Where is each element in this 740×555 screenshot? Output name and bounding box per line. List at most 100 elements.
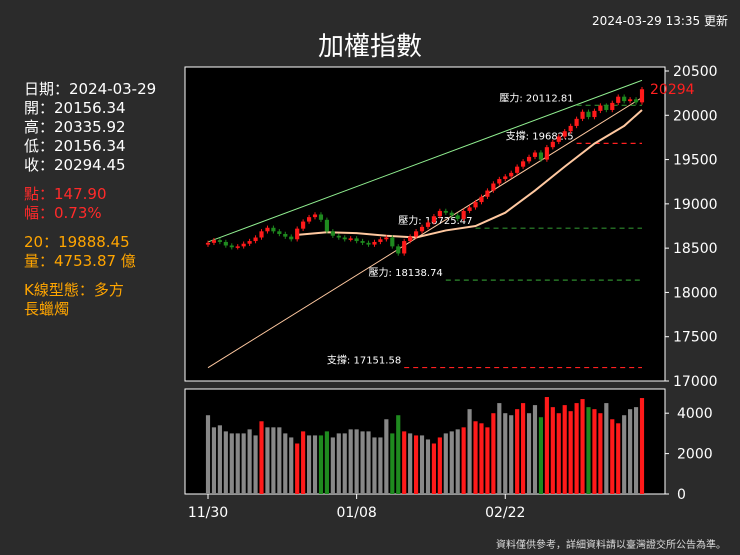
info-change-pct: 幅：0.73% xyxy=(24,204,102,222)
price-tick-label: 19000 xyxy=(673,197,718,213)
volume-bar xyxy=(289,437,294,494)
volume-bar xyxy=(521,403,526,494)
resistance-label: 壓力: 18138.74 xyxy=(369,266,443,279)
volume-bar xyxy=(223,431,228,494)
volume-bar xyxy=(491,413,496,494)
volume-bar xyxy=(330,437,335,494)
volume-bar xyxy=(515,409,520,494)
candle-body xyxy=(211,240,217,243)
update-timestamp: 2024-03-29 13:35 更新 xyxy=(592,14,728,28)
candle-body xyxy=(360,241,365,243)
info-change-points: 點：147.90 xyxy=(24,185,107,203)
volume-bar xyxy=(265,427,270,494)
candle-body xyxy=(562,131,567,137)
candle-body xyxy=(336,235,341,238)
candle-body xyxy=(217,240,222,242)
last-price-label: 20294 xyxy=(650,82,695,98)
info-ma20: 20：19888.45 xyxy=(24,233,130,251)
price-tick-label: 18000 xyxy=(673,285,718,301)
info-volume: 量：4753.87 億 xyxy=(24,252,136,270)
candle-body xyxy=(461,210,466,219)
candle-body xyxy=(521,161,526,167)
price-tick-label: 20000 xyxy=(673,108,718,124)
candle-body xyxy=(639,89,645,103)
volume-bar xyxy=(473,421,478,494)
candle-body xyxy=(550,141,555,148)
candle-body xyxy=(580,111,585,119)
candle-body xyxy=(271,227,276,232)
info-pattern: 長蠟燭 xyxy=(24,300,70,318)
candle-body xyxy=(306,217,312,222)
candle-body xyxy=(610,102,615,110)
volume-bar xyxy=(253,435,258,494)
volume-tick-label: 4000 xyxy=(677,406,713,422)
candle-body xyxy=(574,118,579,126)
price-tick-label: 17000 xyxy=(673,374,718,390)
candle-body xyxy=(354,238,359,242)
candle-body xyxy=(247,241,252,244)
volume-bar xyxy=(622,415,627,494)
candle-body xyxy=(283,233,288,237)
info-open: 開：20156.34 xyxy=(24,99,126,117)
candle-body xyxy=(425,222,431,227)
x-tick-label: 01/08 xyxy=(336,505,376,521)
candle-body xyxy=(265,227,270,232)
candle-body xyxy=(467,207,472,211)
volume-bar xyxy=(449,431,454,494)
volume-bar xyxy=(360,431,365,494)
candle-body xyxy=(229,245,234,248)
candle-body xyxy=(366,242,371,245)
candle-body xyxy=(289,236,294,240)
candle-body xyxy=(414,231,419,237)
chart-title: 加權指數 xyxy=(317,32,422,62)
volume-bar xyxy=(419,435,425,494)
volume-bar xyxy=(485,427,490,494)
upper-trendline xyxy=(207,79,643,243)
volume-bar xyxy=(568,411,573,494)
volume-bar xyxy=(526,413,532,494)
candle-body xyxy=(205,242,211,245)
volume-bar xyxy=(503,413,508,494)
candle-body xyxy=(253,237,258,242)
volume-bar xyxy=(306,435,312,494)
volume-bar xyxy=(277,427,282,494)
volume-bar xyxy=(318,435,324,494)
volume-bar xyxy=(467,409,472,494)
volume-bar xyxy=(414,435,419,494)
volume-bar xyxy=(235,433,240,494)
volume-bar xyxy=(562,405,567,494)
candle-body xyxy=(479,196,484,203)
info-high: 高：20335.92 xyxy=(24,118,126,136)
candle-body xyxy=(443,210,448,213)
volume-bar xyxy=(390,433,395,494)
volume-bar xyxy=(616,423,621,494)
volume-bar xyxy=(408,433,413,494)
candle-body xyxy=(431,216,436,223)
volume-bar xyxy=(604,403,609,494)
volume-bar xyxy=(295,443,300,494)
candle-body xyxy=(503,176,508,180)
volume-bar xyxy=(384,419,389,494)
candle-body xyxy=(616,96,621,103)
volume-bar xyxy=(348,429,353,494)
info-pattern-label: K線型態：多方 xyxy=(24,281,124,299)
candle-body xyxy=(419,226,425,232)
support-label: 支撐: 19682.5 xyxy=(506,129,574,142)
x-tick-label: 02/22 xyxy=(485,505,525,521)
volume-bar xyxy=(574,403,579,494)
candle-body xyxy=(330,231,335,236)
candle-body xyxy=(628,99,633,102)
price-tick-label: 20500 xyxy=(673,64,718,80)
candle-body xyxy=(604,105,609,110)
volume-bar xyxy=(592,409,597,494)
candle-body xyxy=(378,239,383,242)
volume-bar xyxy=(610,419,615,494)
volume-bar xyxy=(271,427,276,494)
candle-body xyxy=(568,125,573,132)
candle-body xyxy=(277,231,282,234)
info-low: 低：20156.34 xyxy=(24,137,126,155)
candle-body xyxy=(384,237,389,240)
volume-bar xyxy=(431,443,436,494)
candle-body xyxy=(342,237,347,240)
